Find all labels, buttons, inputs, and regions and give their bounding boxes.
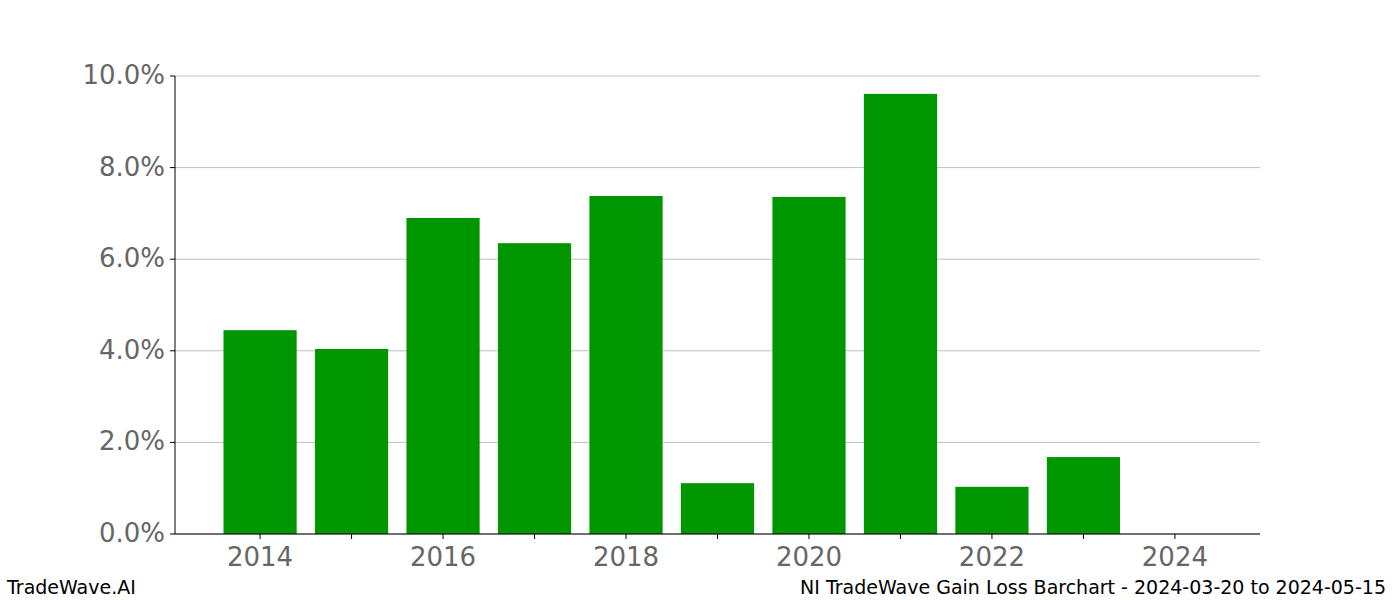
x-tick (351, 534, 352, 539)
bar (589, 196, 662, 534)
bar (955, 487, 1028, 534)
x-tick (443, 534, 444, 539)
bars (223, 94, 1120, 534)
chart: 0.0% 2.0% 4.0% 6.0% 8.0% 10.0% 2014 2016 2018 202… (0, 0, 1400, 600)
y-tick (170, 534, 175, 535)
bar (1047, 457, 1120, 534)
annotation: TradeWave.AI (6, 576, 136, 598)
grid-line (175, 167, 1260, 168)
x-tick (534, 534, 535, 539)
y-tick (170, 442, 175, 443)
y-tick-label: 6.0% (99, 243, 165, 273)
x-tick-label: 2018 (593, 542, 659, 572)
x-tick (626, 534, 627, 539)
y-tick-label: 10.0% (82, 60, 165, 90)
bar (315, 349, 388, 534)
bar (864, 94, 937, 534)
y-tick-label: 4.0% (99, 335, 165, 365)
x-tick-label: 2024 (1142, 542, 1208, 572)
title: NI TradeWave Gain Loss Barchart - 2024-0… (800, 576, 1386, 598)
x-tick (1174, 534, 1175, 539)
bar (498, 243, 571, 534)
x-tick-label: 2020 (776, 542, 842, 572)
x-tick-label: 2022 (959, 542, 1025, 572)
grid-line (175, 259, 1260, 260)
y-axis (175, 76, 176, 534)
y-tick (170, 350, 175, 351)
y-tick-label: 8.0% (99, 152, 165, 182)
x-tick-label: 2016 (410, 542, 476, 572)
bar (223, 330, 296, 534)
x-tick (260, 534, 261, 539)
x-tick (900, 534, 901, 539)
x-tick (1083, 534, 1084, 539)
bar (406, 218, 479, 534)
x-tick-label: 2014 (227, 542, 293, 572)
y-tick-label: 0.0% (99, 518, 165, 548)
bar (681, 483, 754, 534)
y-tick (170, 76, 175, 77)
y-tick (170, 259, 175, 260)
bar (772, 197, 845, 534)
chart-container: 0.0% 2.0% 4.0% 6.0% 8.0% 10.0% 2014 2016 2018 202… (0, 0, 1400, 600)
y-tick (170, 167, 175, 168)
x-tick (717, 534, 718, 539)
x-tick (808, 534, 809, 539)
grid-line (175, 76, 1260, 77)
x-tick (991, 534, 992, 539)
y-tick-label: 2.0% (99, 426, 165, 456)
